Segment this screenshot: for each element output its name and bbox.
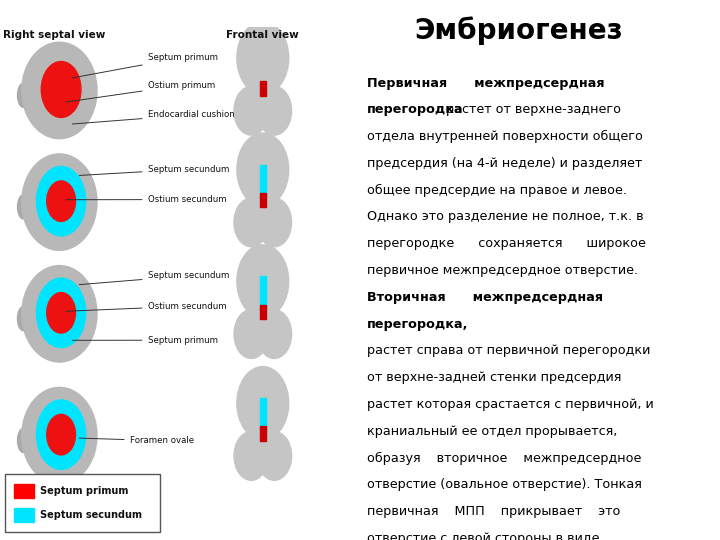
Text: Right septal view: Right septal view	[3, 30, 105, 39]
Text: Septum secundum: Septum secundum	[79, 271, 229, 285]
Text: от верхне-задней стенки предсердия: от верхне-задней стенки предсердия	[367, 371, 621, 384]
Bar	[260, 165, 266, 196]
Text: Septum secundum: Septum secundum	[79, 165, 229, 176]
Circle shape	[237, 133, 289, 206]
Text: первичное межпредсердное отверстие.: первичное межпредсердное отверстие.	[367, 264, 638, 277]
Text: предсердия (на 4-й неделе) и разделяет: предсердия (на 4-й неделе) и разделяет	[367, 157, 642, 170]
Circle shape	[234, 431, 269, 480]
Text: Первичная      межпредсердная: Первичная межпредсердная	[367, 77, 605, 90]
Circle shape	[234, 310, 269, 359]
Text: образуя    вторичное    межпредсердное: образуя вторичное межпредсердное	[367, 451, 642, 464]
Circle shape	[37, 278, 86, 348]
Text: Endocardial cushion: Endocardial cushion	[73, 110, 234, 124]
Circle shape	[47, 293, 76, 333]
Ellipse shape	[17, 195, 30, 219]
Text: Ostium primum: Ostium primum	[66, 81, 215, 102]
Circle shape	[47, 181, 76, 221]
Text: отверстие с левой стороны в виде: отверстие с левой стороны в виде	[367, 532, 600, 540]
Ellipse shape	[22, 266, 97, 362]
Ellipse shape	[17, 428, 30, 453]
Circle shape	[257, 431, 292, 480]
Ellipse shape	[22, 154, 97, 251]
Bar	[260, 82, 266, 96]
Text: растет от верхне-заднего: растет от верхне-заднего	[441, 103, 621, 116]
Bar	[260, 398, 266, 429]
Bar	[14, 484, 34, 498]
Text: Ostium secundum: Ostium secundum	[66, 302, 226, 311]
Bar	[260, 305, 266, 319]
Bar	[253, 220, 273, 234]
Ellipse shape	[17, 83, 30, 107]
Text: Septum primum: Septum primum	[73, 53, 217, 78]
Bar	[260, 427, 266, 441]
Text: Однако это разделение не полное, т.к. в: Однако это разделение не полное, т.к. в	[367, 211, 644, 224]
Text: Frontal view: Frontal view	[226, 30, 300, 39]
Text: Вторичная      межпредсердная: Вторичная межпредсердная	[367, 291, 603, 304]
Circle shape	[47, 414, 76, 455]
Bar	[253, 454, 273, 468]
FancyBboxPatch shape	[6, 474, 160, 532]
Text: отдела внутренней поверхности общего: отдела внутренней поверхности общего	[367, 130, 643, 143]
Circle shape	[257, 198, 292, 247]
Bar	[248, 277, 277, 316]
Text: первичная    МПП    прикрывает    это: первичная МПП прикрывает это	[367, 505, 621, 518]
Text: растет справа от первичной перегородки: растет справа от первичной перегородки	[367, 345, 650, 357]
Circle shape	[257, 86, 292, 135]
Circle shape	[41, 62, 81, 118]
Text: Foramen ovale: Foramen ovale	[79, 436, 194, 445]
Ellipse shape	[17, 307, 30, 330]
Circle shape	[257, 310, 292, 359]
Bar	[253, 332, 273, 346]
Text: растет которая срастается с первичной, и: растет которая срастается с первичной, и	[367, 398, 654, 411]
Text: Septum primum: Septum primum	[73, 336, 217, 345]
Text: отверстие (овальное отверстие). Тонкая: отверстие (овальное отверстие). Тонкая	[367, 478, 642, 491]
Circle shape	[237, 367, 289, 440]
Bar	[260, 193, 266, 207]
Text: общее предсердие на правое и левое.: общее предсердие на правое и левое.	[367, 184, 627, 197]
Text: Septum primum: Septum primum	[40, 486, 128, 496]
Text: Эмбриогенез: Эмбриогенез	[414, 16, 623, 45]
Ellipse shape	[22, 387, 97, 484]
Bar	[253, 109, 273, 123]
Text: перегородка: перегородка	[367, 103, 464, 116]
Text: краниальный ее отдел прорывается,: краниальный ее отдел прорывается,	[367, 424, 618, 437]
Text: перегородка,: перегородка,	[367, 318, 469, 330]
Circle shape	[234, 86, 269, 135]
Bar	[248, 54, 277, 92]
Text: перегородке      сохраняется      широкое: перегородке сохраняется широкое	[367, 237, 646, 250]
Circle shape	[234, 198, 269, 247]
Text: Septum secundum: Septum secundum	[40, 510, 142, 520]
Circle shape	[37, 400, 86, 469]
Bar	[248, 166, 277, 204]
Bar	[260, 276, 266, 308]
Circle shape	[237, 22, 289, 94]
Circle shape	[37, 166, 86, 236]
Circle shape	[237, 245, 289, 318]
Ellipse shape	[22, 42, 97, 139]
Bar	[14, 508, 34, 522]
Text: Ostium secundum: Ostium secundum	[66, 195, 226, 204]
Bar	[248, 399, 277, 437]
